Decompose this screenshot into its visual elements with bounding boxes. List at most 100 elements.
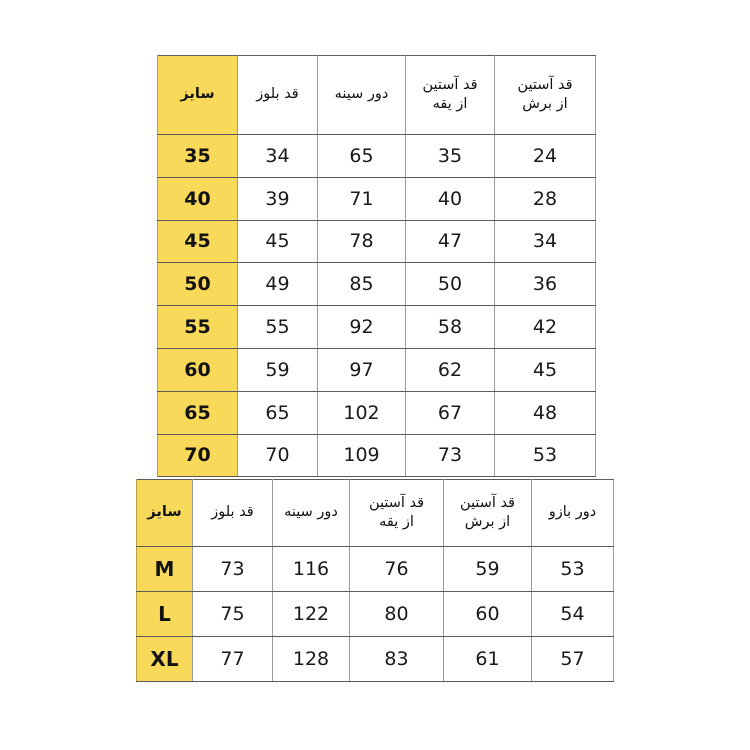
cell-size: 70 <box>157 433 238 478</box>
cell-value: 80 <box>384 603 409 625</box>
table-row: 24 35 65 34 35 <box>157 134 596 178</box>
cell-value: 45 <box>532 358 558 381</box>
cell-value: 65 <box>184 401 211 424</box>
column-header-label: قد آستین از برش <box>517 76 573 112</box>
cell-sleeve-length-from-collar: 76 <box>349 546 444 592</box>
cell-sleeve-length-from-collar: 62 <box>405 347 495 392</box>
table-row: 48 67 102 65 65 <box>157 390 596 435</box>
cell-blouse-length: 73 <box>192 546 273 592</box>
cell-value: 70 <box>265 444 290 467</box>
cell-value: 76 <box>384 558 409 580</box>
cell-value: 24 <box>532 144 558 167</box>
column-header-label: قد آستین از یقه <box>422 76 478 112</box>
cell-sleeve-length-from-cut: 36 <box>494 262 596 307</box>
cell-value: M <box>154 557 175 581</box>
cell-size: 45 <box>157 219 238 264</box>
table-row: 36 50 85 49 50 <box>157 262 596 307</box>
cell-value: 54 <box>560 603 585 625</box>
cell-value: 97 <box>349 358 374 381</box>
cell-value: 65 <box>265 401 290 424</box>
cell-chest-circumference: 116 <box>272 546 350 592</box>
cell-chest-circumference: 122 <box>272 591 350 637</box>
cell-value: 83 <box>384 648 409 670</box>
cell-value: 85 <box>349 273 374 296</box>
column-header-label: سایز <box>180 86 215 103</box>
cell-sleeve-length-from-collar: 67 <box>405 390 495 435</box>
cell-value: 67 <box>437 401 463 424</box>
table-row: 53 73 109 70 70 <box>157 433 596 478</box>
cell-chest-circumference: 97 <box>317 347 406 392</box>
cell-blouse-length: 55 <box>237 305 318 349</box>
cell-value: 53 <box>560 558 585 580</box>
letter-size-chart-table: دور بازو قد آستین از برش قد آستین از یقه… <box>136 479 614 682</box>
cell-blouse-length: 45 <box>237 219 318 264</box>
cell-size: 50 <box>157 262 238 307</box>
cell-sleeve-length-from-collar: 73 <box>405 433 495 478</box>
cell-value: 58 <box>437 316 463 339</box>
cell-value: 40 <box>437 187 463 210</box>
cell-value: XL <box>150 647 179 671</box>
cell-chest-circumference: 65 <box>317 134 406 178</box>
cell-value: L <box>158 602 171 626</box>
cell-value: 109 <box>343 444 380 467</box>
cell-sleeve-length-from-cut: 34 <box>494 219 596 264</box>
column-header-arm-circumference: دور بازو <box>531 479 614 547</box>
cell-size: 35 <box>157 134 238 178</box>
column-header-sleeve-length-from-cut: قد آستین از برش <box>443 479 532 547</box>
cell-chest-circumference: 102 <box>317 390 406 435</box>
cell-value: 71 <box>349 187 374 210</box>
cell-blouse-length: 59 <box>237 347 318 392</box>
cell-sleeve-length-from-cut: 45 <box>494 347 596 392</box>
cell-value: 57 <box>560 648 585 670</box>
cell-sleeve-length-from-collar: 35 <box>405 134 495 178</box>
cell-chest-circumference: 78 <box>317 219 406 264</box>
table-row: 34 47 78 45 45 <box>157 219 596 264</box>
cell-sleeve-length-from-cut: 42 <box>494 305 596 349</box>
cell-sleeve-length-from-collar: 47 <box>405 219 495 264</box>
table-row: 53 59 76 116 73 M <box>136 546 614 592</box>
cell-sleeve-length-from-cut: 60 <box>443 591 532 637</box>
column-header-sleeve-length-from-collar: قد آستین از یقه <box>405 55 495 135</box>
cell-value: 45 <box>265 230 290 253</box>
cell-value: 47 <box>437 230 463 253</box>
cell-value: 102 <box>343 401 380 424</box>
cell-value: 61 <box>475 648 500 670</box>
cell-sleeve-length-from-cut: 53 <box>494 433 596 478</box>
cell-sleeve-length-from-collar: 80 <box>349 591 444 637</box>
cell-value: 122 <box>292 603 330 625</box>
cell-value: 55 <box>184 316 211 339</box>
cell-sleeve-length-from-cut: 48 <box>494 390 596 435</box>
cell-size: 55 <box>157 305 238 349</box>
cell-sleeve-length-from-cut: 28 <box>494 176 596 221</box>
column-header-chest-circumference: دور سینه <box>272 479 350 547</box>
column-header-sleeve-length-from-cut: قد آستین از برش <box>494 55 596 135</box>
cell-value: 92 <box>349 316 374 339</box>
cell-value: 60 <box>475 603 500 625</box>
cell-size: L <box>136 591 193 637</box>
cell-value: 55 <box>265 316 290 339</box>
table-header-row: قد آستین از برش قد آستین از یقه دور سینه… <box>157 55 596 135</box>
cell-value: 39 <box>265 187 290 210</box>
cell-value: 77 <box>220 648 245 670</box>
cell-sleeve-length-from-collar: 83 <box>349 636 444 682</box>
column-header-label: قد بلوز <box>256 86 299 103</box>
cell-size: M <box>136 546 193 592</box>
cell-value: 40 <box>184 187 211 210</box>
cell-blouse-length: 65 <box>237 390 318 435</box>
cell-value: 34 <box>265 144 290 167</box>
cell-sleeve-length-from-collar: 58 <box>405 305 495 349</box>
column-header-label: قد بلوز <box>211 504 254 521</box>
table-row: 54 60 80 122 75 L <box>136 591 614 637</box>
cell-blouse-length: 39 <box>237 176 318 221</box>
column-header-label: دور سینه <box>334 86 389 103</box>
numeric-size-chart-table: قد آستین از برش قد آستین از یقه دور سینه… <box>157 55 596 478</box>
cell-value: 59 <box>475 558 500 580</box>
cell-value: 65 <box>349 144 374 167</box>
cell-arm-circumference: 54 <box>531 591 614 637</box>
cell-sleeve-length-from-cut: 24 <box>494 134 596 178</box>
cell-size: 60 <box>157 347 238 392</box>
cell-value: 116 <box>292 558 330 580</box>
cell-value: 73 <box>220 558 245 580</box>
cell-value: 50 <box>437 273 463 296</box>
column-header-size: سایز <box>136 479 193 547</box>
